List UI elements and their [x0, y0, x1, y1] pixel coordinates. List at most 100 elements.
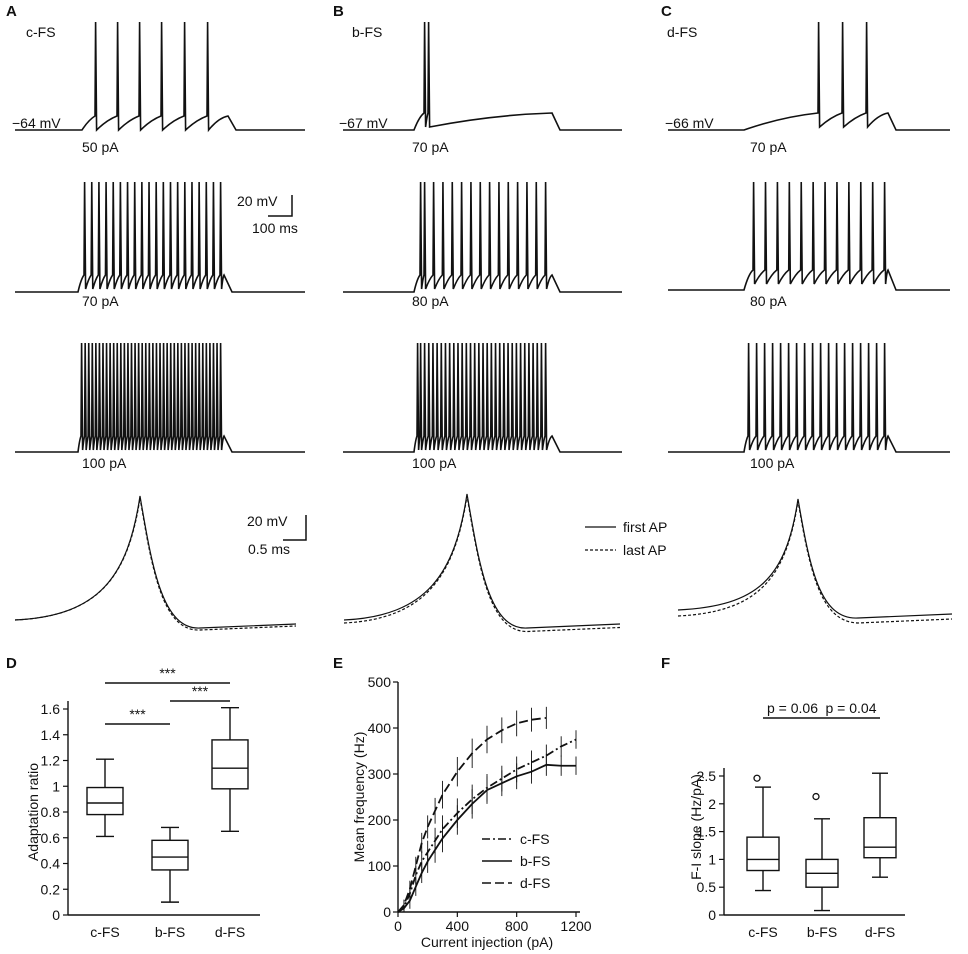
current-label-a3: 100 pA — [82, 455, 127, 471]
cell-type-label-b: b-FS — [352, 24, 382, 40]
ap-a-last — [14, 497, 297, 631]
panel-label-e: E — [333, 655, 343, 672]
trace-a-70pa — [15, 181, 305, 293]
trace-a-50pa — [15, 21, 305, 133]
scalebar-spikes-voltage: 20 mV — [237, 193, 278, 209]
trace-c-70pa — [668, 21, 950, 131]
current-label-b2: 80 pA — [412, 293, 449, 309]
current-label-b3: 100 pA — [412, 455, 457, 471]
panel-label-b: B — [333, 3, 344, 20]
panel-d-box — [211, 739, 249, 790]
panel-e-legend-label: b-FS — [520, 853, 550, 869]
panel-d-bracket-label: *** — [129, 706, 146, 722]
legend-last-ap-text: last AP — [623, 542, 667, 558]
panel-label-f: F — [661, 655, 670, 672]
panel-d-x-tick-label: d-FS — [215, 924, 245, 940]
panel-e-y-tick-label: 0 — [383, 904, 391, 920]
fi-curve-line-chart: 0 100 200 300 400 500 0 400 800 1200 Current injec… — [351, 674, 592, 950]
panel-e-y-tick-label: 100 — [368, 858, 392, 874]
panel-d-y-tick-label: 1.6 — [41, 701, 61, 717]
panel-f-y-tick-label: 1 — [708, 851, 716, 867]
panel-d-y-tick-label: 1.2 — [41, 753, 61, 769]
panel-f-box — [863, 817, 897, 859]
trace-c-80pa — [668, 181, 950, 291]
panel-e-y-tick-label: 200 — [368, 812, 392, 828]
panel-f-y-tick-label: 2.5 — [697, 768, 717, 784]
ap-legend: first AP last AP — [585, 519, 667, 558]
panel-d-y-tick-label: 0.2 — [41, 881, 61, 897]
panel-e-x-tick-label: 1200 — [560, 918, 591, 934]
resting-potential-c: −66 mV — [665, 115, 714, 131]
current-label-a1: 50 pA — [82, 139, 119, 155]
trace-c-100pa — [668, 342, 950, 453]
voltage-traces — [14, 21, 953, 633]
resting-potential-a: −64 mV — [12, 115, 61, 131]
ap-c-first — [677, 498, 953, 619]
scalebar-spikes: 20 mV 100 ms — [237, 193, 298, 236]
current-label-b1: 70 pA — [412, 139, 449, 155]
panel-f-box — [746, 836, 780, 872]
panel-d-box — [151, 839, 189, 871]
panel-f-y-tick-label: 1.5 — [697, 824, 717, 840]
current-label-a2: 70 pA — [82, 293, 119, 309]
panel-e-y-axis-label: Mean frequency (Hz) — [351, 732, 367, 863]
cell-type-label-a: c-FS — [26, 24, 56, 40]
panel-f-y-tick-label: 0 — [708, 907, 716, 923]
panel-e-legend-label: c-FS — [520, 831, 550, 847]
panel-f-bracket-label: p = 0.04 — [826, 700, 877, 716]
ap-b-first — [343, 493, 621, 629]
panel-d-y-tick-label: 0 — [52, 907, 60, 923]
panel-d-y-tick-label: 0.8 — [41, 804, 61, 820]
panel-label-d: D — [6, 655, 17, 672]
current-label-c2: 80 pA — [750, 293, 787, 309]
panel-f-y-tick-label: 2 — [708, 796, 716, 812]
panel-f-bracket-label: p = 0.06 — [767, 700, 818, 716]
cell-type-label-c: d-FS — [667, 24, 697, 40]
ap-c-last — [677, 500, 953, 624]
panel-e-legend-label: d-FS — [520, 875, 550, 891]
panel-d-x-tick-label: c-FS — [90, 924, 120, 940]
panel-d-y-tick-label: 1.4 — [41, 727, 61, 743]
panel-e-series-d-FS — [397, 716, 547, 913]
adaptation-ratio-boxplot: 0 0.2 0.4 0.6 0.8 1 1.2 1.4 1.6 Adaptation ratio c… — [25, 665, 260, 940]
scalebar-spikes-time: 100 ms — [252, 220, 298, 236]
legend-first-ap-text: first AP — [623, 519, 667, 535]
panel-d-box — [86, 786, 124, 816]
panel-e-y-tick-label: 300 — [368, 766, 392, 782]
panel-f-y-tick-label: 0.5 — [697, 879, 717, 895]
panel-d-y-axis-label: Adaptation ratio — [25, 763, 41, 861]
panel-d-y-tick-label: 0.6 — [41, 830, 61, 846]
panel-d-y-tick-label: 0.4 — [41, 856, 61, 872]
ap-b-last — [343, 495, 621, 633]
panel-d-bracket-label: *** — [192, 683, 209, 699]
current-label-c3: 100 pA — [750, 455, 795, 471]
trace-b-80pa — [343, 181, 622, 293]
panel-f-x-tick-label: b-FS — [807, 924, 837, 940]
panel-label-c: C — [661, 3, 672, 20]
panel-e-y-tick-label: 400 — [368, 720, 392, 736]
resting-potential-b: −67 mV — [339, 115, 388, 131]
panel-e-y-tick-label: 500 — [368, 674, 392, 690]
trace-b-70pa — [343, 21, 622, 131]
panel-f-x-tick-label: c-FS — [748, 924, 778, 940]
panel-f-outlier — [753, 774, 761, 782]
scalebar-ap: 20 mV 0.5 ms — [247, 513, 307, 557]
panel-e-x-tick-label: 400 — [446, 918, 470, 934]
panel-f-x-tick-label: d-FS — [865, 924, 895, 940]
panel-f-outlier — [812, 792, 820, 801]
trace-a-100pa — [15, 342, 305, 453]
panel-e-x-tick-label: 800 — [505, 918, 529, 934]
panel-d-y-tick-label: 1 — [52, 778, 60, 794]
panel-label-a: A — [6, 3, 17, 20]
scalebar-ap-voltage: 20 mV — [247, 513, 288, 529]
panel-d-bracket-label: *** — [159, 665, 176, 681]
panel-e-x-tick-label: 0 — [394, 918, 402, 934]
panel-d-x-tick-label: b-FS — [155, 924, 185, 940]
current-label-c1: 70 pA — [750, 139, 787, 155]
panel-e-x-axis-label: Current injection (pA) — [421, 934, 553, 950]
trace-b-100pa — [343, 342, 622, 453]
panel-f-y-axis-label: F-I slope (Hz/pA) — [688, 774, 704, 880]
fi-slope-boxplot: 0 0.5 1 1.5 2 2.5F-I slope (Hz/pA) c-FS b-FS d-F… — [688, 700, 905, 940]
scalebar-ap-time: 0.5 ms — [248, 541, 290, 557]
